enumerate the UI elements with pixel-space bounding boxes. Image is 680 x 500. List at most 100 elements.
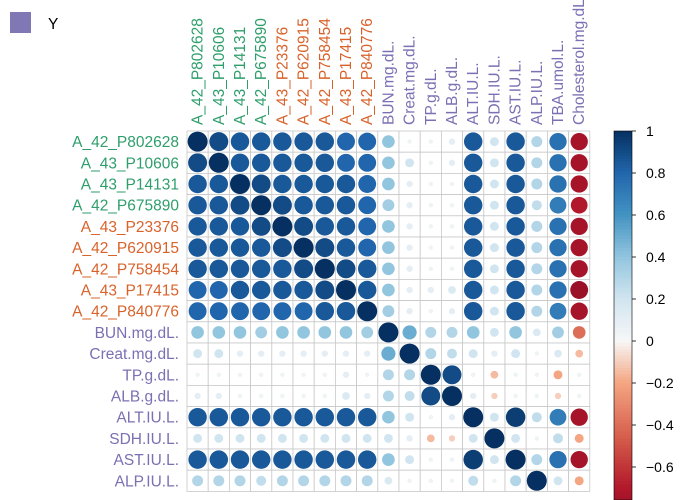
correlation-circle <box>193 349 203 359</box>
colorbar-segment <box>614 198 632 203</box>
correlation-circle <box>320 433 330 443</box>
correlation-circle <box>428 139 434 144</box>
correlation-circle <box>195 372 200 378</box>
correlation-circle <box>572 326 586 339</box>
correlation-circle <box>294 132 313 151</box>
colorbar-segment <box>614 174 632 178</box>
colorbar-segment <box>614 496 632 500</box>
colorbar-segment <box>614 324 632 329</box>
colorbar-segment <box>614 435 632 439</box>
correlation-circle <box>364 350 371 357</box>
correlation-circle <box>357 280 377 300</box>
correlation-circle <box>315 195 335 215</box>
colorbar-segment <box>614 413 632 418</box>
correlation-circle <box>209 407 229 427</box>
correlation-circle <box>382 283 395 297</box>
colorbar-segment <box>614 220 632 224</box>
correlation-circle <box>251 450 271 469</box>
correlation-circle <box>382 241 395 254</box>
column-label: Creat.mg.dL. <box>402 35 419 125</box>
correlation-circle <box>237 393 243 399</box>
correlation-circle <box>382 156 395 170</box>
correlation-circle <box>188 281 207 299</box>
colorbar-segment <box>614 475 632 479</box>
colorbar-segment <box>614 238 632 243</box>
correlation-circle <box>194 392 201 400</box>
correlation-circle <box>382 369 394 381</box>
colorbar-segment <box>614 383 632 387</box>
correlation-circle <box>570 302 588 320</box>
colorbar-segment <box>614 186 632 190</box>
correlation-circle <box>570 175 588 193</box>
correlation-circle <box>506 195 525 215</box>
correlation-circle <box>570 450 588 469</box>
correlation-circle <box>463 259 483 279</box>
correlation-circle <box>570 196 588 214</box>
correlation-circle <box>531 305 543 317</box>
colorbar-segment <box>614 407 632 412</box>
colorbar-segment <box>614 250 632 255</box>
colorbar-segment <box>614 398 632 403</box>
correlation-circle <box>534 372 540 378</box>
correlation-circle <box>188 174 207 194</box>
row-label: A_42_P758454 <box>72 261 179 278</box>
colorbar-segment <box>614 404 632 409</box>
colorbar-segment <box>614 272 632 277</box>
colorbar-segment <box>614 484 632 489</box>
correlation-circle <box>511 433 521 443</box>
correlation-circle <box>448 138 456 145</box>
correlation-circle <box>276 475 288 487</box>
correlation-circle <box>382 305 395 318</box>
colorbar-segment <box>614 321 632 326</box>
correlation-circle <box>230 153 250 173</box>
correlation-circle <box>489 412 499 422</box>
correlation-circle <box>406 308 413 315</box>
correlation-circle <box>230 174 250 194</box>
correlation-circle <box>531 263 543 275</box>
correlation-circle <box>300 350 307 357</box>
column-label: TP.g.dL. <box>423 68 440 125</box>
correlation-circle <box>463 174 483 194</box>
correlation-circle <box>407 478 412 484</box>
correlation-circle <box>315 450 335 469</box>
row-label: A_42_P840776 <box>72 304 179 321</box>
colorbar-segment <box>614 257 632 261</box>
correlation-circle <box>272 216 293 237</box>
colorbar-segment <box>614 337 632 341</box>
correlation-circle <box>427 286 434 294</box>
column-label: A_42_P675890 <box>253 18 270 125</box>
colorbar-tick-label: −0.6 <box>646 459 674 475</box>
correlation-circle <box>251 153 271 173</box>
correlation-circle <box>364 372 370 378</box>
correlation-circle <box>188 302 207 321</box>
correlation-circle <box>575 349 584 358</box>
column-label: A_43_P17415 <box>338 27 355 125</box>
colorbar-segment <box>614 180 632 184</box>
row-label: ALP.IU.L. <box>115 473 179 490</box>
colorbar-tick-label: −0.2 <box>646 375 674 391</box>
correlation-circle <box>506 217 525 236</box>
colorbar-segment <box>614 146 632 150</box>
correlation-circle <box>188 450 207 469</box>
correlation-circle <box>405 455 415 465</box>
colorbar-segment <box>614 260 632 264</box>
correlation-circle <box>294 302 313 321</box>
colorbar-segment <box>614 254 632 258</box>
correlation-circle <box>466 326 480 339</box>
correlation-circle <box>336 259 356 279</box>
column-label: A_43_P10606 <box>211 27 228 125</box>
column-label: ALT.IU.L. <box>465 62 482 125</box>
correlation-circle <box>339 326 353 339</box>
colorbar-segment <box>614 352 632 356</box>
correlation-circle <box>273 132 292 151</box>
legend: Y <box>10 12 58 33</box>
colorbar-segment <box>614 426 632 430</box>
colorbar-segment <box>614 481 632 486</box>
correlation-circle <box>272 238 292 258</box>
correlation-circle <box>549 302 567 320</box>
colorbar-segment <box>614 456 632 461</box>
correlation-circle <box>446 326 458 338</box>
row-label: TP.g.dL. <box>122 367 179 384</box>
correlation-circle <box>382 262 395 276</box>
correlation-circle <box>314 258 335 279</box>
